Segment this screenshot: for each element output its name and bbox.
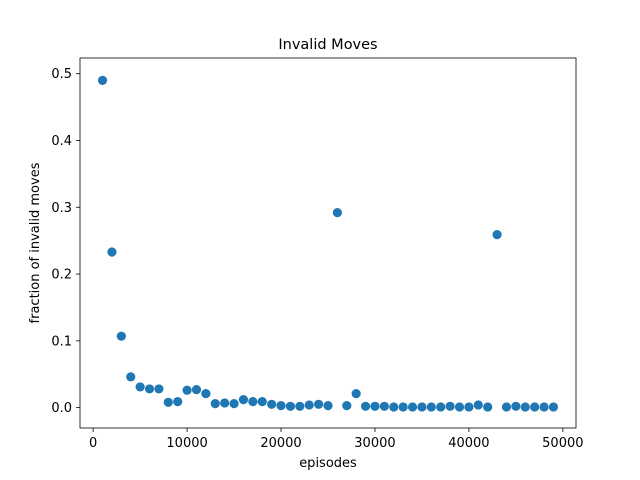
y-axis-ticks: 0.0 0.1 0.2 0.3 0.4 0.5 bbox=[51, 67, 80, 416]
x-axis-label: episodes bbox=[299, 456, 357, 471]
data-points bbox=[97, 75, 559, 412]
y-tick-label: 0.2 bbox=[51, 268, 72, 283]
data-point bbox=[163, 397, 173, 407]
y-tick-label: 0.3 bbox=[51, 201, 72, 216]
data-point bbox=[97, 75, 108, 85]
x-tick-label: 40000 bbox=[448, 436, 489, 451]
data-point bbox=[154, 384, 164, 394]
data-point bbox=[257, 397, 267, 407]
y-tick-label: 0.5 bbox=[51, 67, 72, 82]
data-point bbox=[295, 401, 305, 411]
x-tick-label: 50000 bbox=[542, 436, 583, 451]
data-point bbox=[389, 402, 399, 412]
data-point bbox=[238, 395, 249, 405]
data-point bbox=[182, 385, 192, 395]
data-point bbox=[201, 389, 211, 399]
data-point bbox=[229, 399, 239, 409]
data-point bbox=[360, 401, 371, 411]
x-tick-label: 30000 bbox=[354, 436, 395, 451]
data-point bbox=[332, 208, 342, 218]
data-point bbox=[370, 401, 380, 411]
data-point bbox=[379, 401, 389, 411]
data-point bbox=[445, 401, 455, 411]
data-point bbox=[314, 399, 324, 409]
y-tick-label: 0.1 bbox=[51, 334, 72, 349]
data-point bbox=[511, 401, 521, 411]
x-axis-ticks: 0 10000 20000 30000 40000 50000 bbox=[89, 428, 584, 451]
data-point bbox=[520, 402, 530, 412]
data-point bbox=[417, 402, 427, 412]
data-point bbox=[248, 397, 258, 407]
data-point bbox=[220, 398, 230, 408]
data-point bbox=[116, 331, 126, 341]
data-point bbox=[454, 402, 465, 412]
data-point bbox=[483, 402, 493, 412]
data-point bbox=[539, 402, 549, 412]
data-point bbox=[501, 402, 512, 412]
data-point bbox=[464, 402, 474, 412]
data-point bbox=[267, 399, 277, 409]
data-point bbox=[530, 402, 540, 412]
data-point bbox=[126, 372, 136, 382]
data-point bbox=[426, 402, 436, 412]
x-tick-label: 10000 bbox=[166, 436, 207, 451]
data-point bbox=[304, 400, 314, 410]
data-point bbox=[210, 399, 220, 409]
data-point bbox=[398, 402, 408, 412]
x-tick-label: 20000 bbox=[260, 436, 301, 451]
data-point bbox=[473, 400, 483, 410]
y-axis-label: fraction of invalid moves bbox=[28, 162, 43, 323]
data-point bbox=[323, 401, 333, 411]
plot-frame bbox=[79, 57, 577, 429]
data-point bbox=[342, 401, 352, 411]
chart-title: Invalid Moves bbox=[278, 37, 377, 53]
data-point bbox=[436, 402, 446, 412]
data-point bbox=[351, 389, 361, 399]
data-point bbox=[407, 402, 418, 412]
data-point bbox=[173, 397, 183, 407]
y-tick-label: 0.4 bbox=[51, 134, 72, 149]
x-tick-label: 0 bbox=[89, 436, 97, 451]
data-point bbox=[492, 230, 502, 240]
data-point bbox=[144, 384, 155, 394]
data-point bbox=[548, 402, 559, 412]
data-point bbox=[276, 401, 286, 411]
data-point bbox=[135, 382, 145, 392]
data-point bbox=[191, 385, 202, 395]
y-tick-label: 0.0 bbox=[51, 401, 72, 416]
data-point bbox=[285, 401, 296, 411]
data-point bbox=[107, 247, 117, 257]
